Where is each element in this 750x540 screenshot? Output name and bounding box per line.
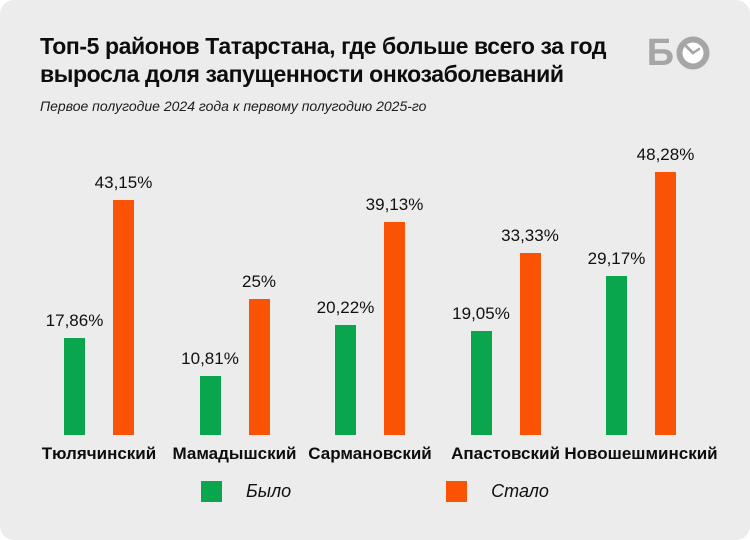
chart-title: Топ-5 районов Татарстана, где больше все… <box>40 33 607 88</box>
bar-became: 48,28% <box>637 145 694 435</box>
logo-letter: Б <box>646 32 674 74</box>
bar-value-label: 48,28% <box>636 145 695 164</box>
bar-value-label: 17,86% <box>45 311 104 330</box>
legend-swatch-was-icon <box>201 481 223 502</box>
bar-value-label: 19,05% <box>452 304 510 323</box>
category-label: Новошешминский <box>564 444 718 463</box>
category-label: Апастовский <box>451 444 560 463</box>
legend-label-became: Стало <box>491 481 549 501</box>
bar-chart: 17,86% 43,15% Тюлячинский 10,81% 25% Мамадышс… <box>42 145 718 463</box>
bar-was: 17,86% <box>46 311 103 435</box>
bar-group: 20,22% 39,13% Сармановский <box>308 150 431 463</box>
bar-group: 17,86% 43,15% Тюлячинский <box>42 150 156 463</box>
category-label: Мамадышский <box>172 444 297 463</box>
legend-swatch-became-icon <box>446 481 468 502</box>
category-label: Сармановский <box>308 444 432 463</box>
logo: Б <box>647 34 710 72</box>
bar-value-label: 33,33% <box>501 226 559 245</box>
header: Топ-5 районов Татарстана, где больше все… <box>40 32 710 114</box>
bar-group: 19,05% 33,33% Апастовский <box>451 150 560 463</box>
bar-value-label: 20,22% <box>316 298 375 317</box>
legend-label-was: Было <box>246 481 292 501</box>
bar-value-label: 10,81% <box>181 349 239 368</box>
bar-became: 25% <box>242 272 276 435</box>
legend-item-became: Стало <box>446 481 549 502</box>
clock-icon <box>676 36 710 70</box>
bar-was: 10,81% <box>181 349 239 435</box>
bar-value-label: 29,17% <box>587 249 646 268</box>
category-label: Тюлячинский <box>41 444 157 463</box>
bar-was: 19,05% <box>452 304 510 435</box>
bar-was: 29,17% <box>588 249 645 435</box>
bar-value-label: 39,13% <box>365 195 424 214</box>
bar-group: 10,81% 25% Мамадышский <box>173 150 297 463</box>
bar-became: 39,13% <box>366 195 423 435</box>
bar-value-label: 43,15% <box>94 173 153 192</box>
bar-value-label: 25% <box>241 272 277 291</box>
bar-group: 29,17% 48,28% Новошешминский <box>564 145 717 463</box>
bar-was: 20,22% <box>317 298 374 435</box>
legend-item-was: Было <box>201 481 291 502</box>
chart-subtitle: Первое полугодие 2024 года к первому пол… <box>40 98 427 115</box>
bar-became: 33,33% <box>501 226 559 435</box>
legend: Было Стало <box>0 481 750 502</box>
bar-became: 43,15% <box>95 173 152 435</box>
